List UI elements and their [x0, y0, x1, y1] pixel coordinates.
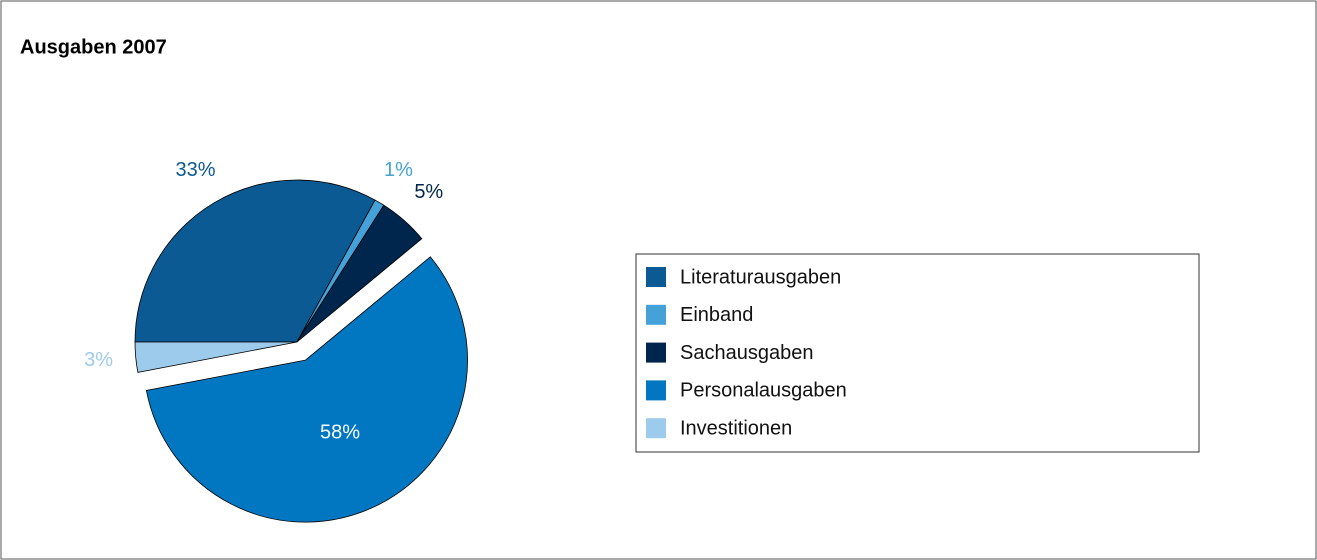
pie-slice: [134, 341, 298, 373]
legend-label: Einband: [680, 304, 753, 326]
pie-slice: [134, 179, 376, 343]
legend-swatch: [646, 418, 666, 439]
legend-label: Literaturausgaben: [680, 266, 841, 288]
pie-slice: [296, 204, 423, 343]
data-label: 58%: [320, 422, 360, 444]
legend-label: Personalausgaben: [680, 380, 847, 402]
pie-slice: [145, 256, 468, 523]
legend-box: [635, 253, 1200, 453]
data-label: 3%: [84, 349, 113, 371]
legend-label: Investitionen: [680, 417, 792, 439]
legend-label: Sachausgaben: [680, 342, 813, 364]
chart-title: Ausgaben 2007: [20, 36, 167, 58]
legend-swatch: [646, 304, 666, 325]
legend-swatch: [646, 342, 666, 363]
data-label: 1%: [384, 159, 413, 181]
data-label: 33%: [176, 159, 216, 181]
data-label: 5%: [414, 181, 443, 203]
legend-swatch: [646, 267, 666, 287]
legend-swatch: [646, 380, 666, 401]
